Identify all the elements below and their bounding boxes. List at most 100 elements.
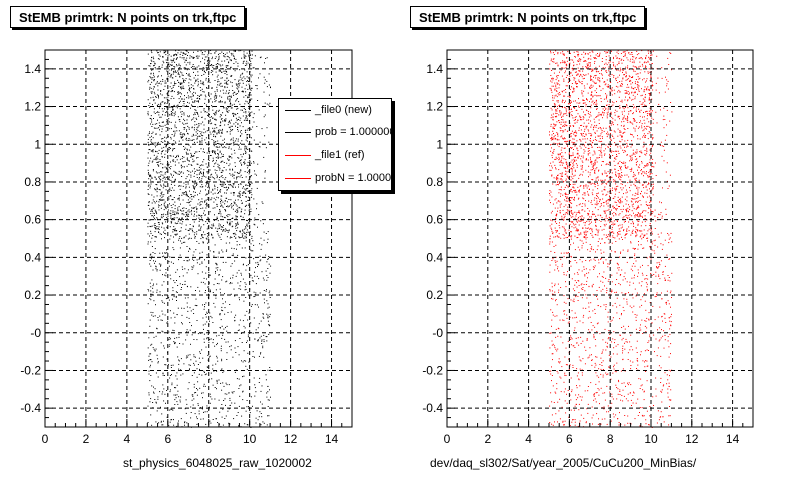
- data-point: [219, 125, 221, 127]
- data-point: [182, 78, 184, 80]
- data-point: [565, 192, 567, 194]
- data-point: [184, 283, 186, 285]
- data-point: [182, 207, 184, 209]
- data-point: [147, 157, 149, 159]
- data-point: [175, 53, 177, 55]
- data-point: [611, 150, 613, 152]
- data-point: [252, 356, 254, 357]
- data-point: [575, 119, 576, 120]
- data-point: [150, 118, 152, 120]
- data-point: [183, 210, 185, 212]
- data-point: [214, 98, 216, 100]
- data-point: [157, 152, 159, 154]
- data-point: [232, 90, 234, 91]
- data-point: [151, 225, 153, 227]
- data-point: [168, 91, 169, 93]
- data-point: [269, 102, 271, 104]
- data-point: [555, 236, 556, 238]
- data-point: [168, 105, 170, 107]
- data-point: [212, 207, 214, 209]
- data-point: [229, 95, 231, 97]
- data-point: [160, 420, 162, 422]
- data-point: [621, 111, 623, 113]
- data-point: [164, 85, 166, 87]
- data-point: [164, 80, 166, 82]
- data-point: [606, 51, 608, 53]
- data-point: [224, 230, 226, 232]
- data-point: [197, 81, 199, 83]
- data-point: [221, 145, 222, 147]
- data-point: [572, 67, 574, 69]
- data-point: [150, 311, 152, 313]
- data-point: [187, 310, 189, 312]
- data-point: [565, 212, 567, 214]
- data-point: [620, 174, 622, 176]
- data-point: [647, 184, 649, 186]
- data-point: [218, 156, 220, 158]
- data-point: [269, 290, 271, 292]
- data-point: [227, 96, 229, 98]
- data-point: [251, 87, 253, 89]
- data-point: [228, 110, 230, 112]
- data-point: [641, 173, 643, 175]
- data-point: [662, 119, 664, 121]
- data-point: [222, 216, 224, 218]
- data-point: [555, 230, 557, 231]
- data-point: [641, 63, 643, 65]
- data-point: [201, 141, 203, 143]
- data-point: [163, 204, 165, 206]
- data-point: [178, 69, 180, 71]
- data-point: [156, 162, 158, 163]
- data-point: [219, 83, 221, 85]
- data-point: [182, 373, 184, 375]
- data-point: [177, 91, 179, 93]
- data-point: [171, 64, 173, 66]
- data-point: [624, 164, 626, 166]
- data-point: [171, 419, 173, 421]
- data-point: [259, 141, 261, 143]
- data-point: [226, 352, 228, 354]
- data-point: [173, 170, 175, 172]
- data-point: [222, 146, 224, 148]
- data-point: [552, 61, 554, 63]
- data-point: [251, 194, 253, 196]
- data-point: [224, 398, 226, 400]
- data-point: [246, 231, 248, 233]
- data-point: [177, 285, 179, 286]
- data-point: [218, 192, 219, 193]
- data-point: [209, 60, 211, 62]
- data-point: [232, 55, 234, 57]
- data-point: [585, 74, 587, 76]
- data-point: [170, 113, 172, 115]
- data-point: [207, 54, 209, 56]
- data-point: [184, 160, 186, 162]
- data-point: [180, 136, 182, 138]
- data-point: [192, 133, 194, 135]
- data-point: [237, 221, 239, 223]
- data-point: [244, 327, 246, 329]
- data-point: [198, 373, 200, 375]
- data-point: [637, 189, 639, 191]
- data-point: [226, 65, 228, 67]
- data-point: [207, 159, 209, 160]
- data-point: [159, 189, 161, 191]
- data-point: [238, 50, 240, 52]
- data-point: [167, 152, 168, 154]
- data-point: [209, 179, 211, 181]
- data-point: [243, 325, 245, 327]
- data-point: [252, 126, 254, 128]
- data-point: [156, 172, 158, 174]
- data-point: [249, 322, 251, 324]
- data-point: [250, 192, 252, 193]
- data-point: [195, 134, 197, 136]
- data-point: [231, 218, 233, 219]
- data-point: [176, 155, 178, 157]
- data-point: [221, 404, 223, 405]
- data-point: [226, 384, 228, 386]
- data-point: [234, 202, 236, 204]
- data-point: [646, 237, 648, 239]
- data-point: [169, 147, 171, 149]
- data-point: [178, 237, 180, 239]
- data-point: [570, 199, 572, 201]
- data-point: [570, 231, 572, 233]
